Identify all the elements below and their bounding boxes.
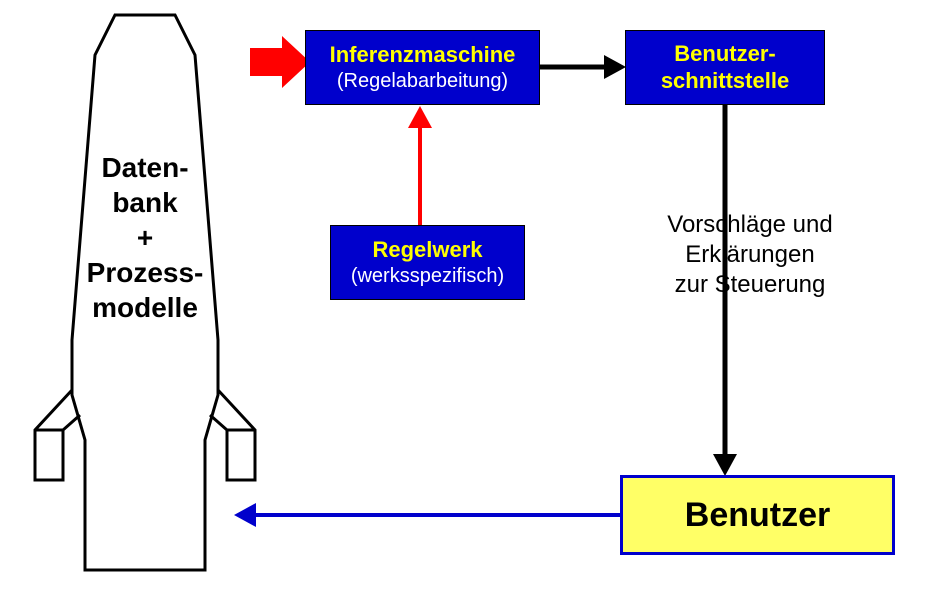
furnace-label-l5: modelle [92,292,198,323]
rules-title: Regelwerk [372,237,482,263]
furnace-label: Daten- bank + Prozess- modelle [60,150,230,325]
furnace-label-l4: Prozess- [87,257,204,288]
diagram-stage: Daten- bank + Prozess- modelle Inferenzm… [0,0,929,603]
inference-subtitle: (Regelabarbeitung) [337,69,508,93]
suggestions-l2: Erklärungen [685,241,814,268]
inference-box: Inferenzmaschine (Regelabarbeitung) [305,30,540,105]
arrow-furnace-to-inference [250,36,310,88]
user-title: Benutzer [685,495,830,536]
ui-title-l1: Benutzer- [674,41,775,67]
inference-title: Inferenzmaschine [330,42,516,68]
arrow-inference-to-ui [540,55,626,79]
suggestions-l3: zur Steuerung [675,271,826,298]
furnace-label-l2: bank [112,187,177,218]
arrow-rules-to-inference [408,106,432,225]
rules-box: Regelwerk (werksspezifisch) [330,225,525,300]
arrow-user-to-furnace [234,503,620,527]
furnace-label-l3: + [137,222,153,253]
ui-box: Benutzer- schnittstelle [625,30,825,105]
rules-subtitle: (werksspezifisch) [351,264,504,288]
user-box: Benutzer [620,475,895,555]
suggestions-text: Vorschläge und Erklärungen zur Steuerung [610,210,890,300]
ui-title-l2: schnittstelle [661,68,789,94]
suggestions-l1: Vorschläge und [667,211,832,238]
furnace-label-l1: Daten- [101,152,188,183]
